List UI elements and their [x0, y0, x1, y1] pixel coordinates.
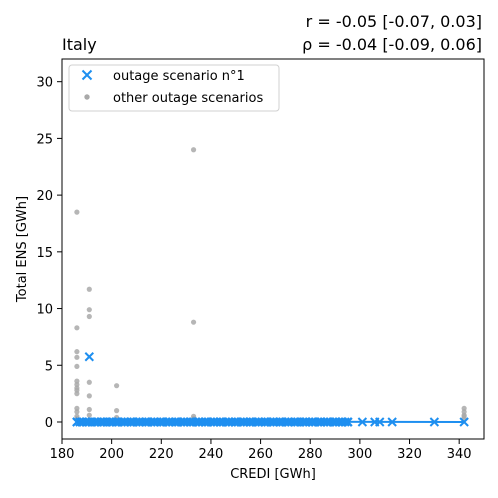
- scatter-point-outage-1: [343, 417, 353, 427]
- plot-marks: [72, 147, 469, 427]
- x-tick-label: 300: [347, 447, 372, 462]
- legend: outage scenario n°1 other outage scenari…: [68, 64, 280, 112]
- scatter-point-other: [74, 391, 80, 397]
- scatter-point-other: [74, 349, 80, 355]
- x-tick-label: 280: [298, 447, 323, 462]
- scatter-point-other: [74, 363, 80, 370]
- scatter-point-other: [86, 379, 92, 385]
- y-tick-label: 0: [45, 416, 53, 431]
- plot-frame: [61, 58, 485, 440]
- y-axis-label: Total ENS [GWh]: [15, 196, 30, 303]
- scatter-point-other: [86, 406, 92, 413]
- x-tick-label: 220: [149, 447, 174, 462]
- scatter-point-other: [74, 409, 80, 415]
- scatter-point-other: [74, 354, 80, 360]
- scatter-point-outage-1: [387, 417, 397, 427]
- correlation-rho: ρ = -0.04 [-0.09, 0.06]: [302, 35, 482, 54]
- y-tick-label: 5: [45, 359, 53, 374]
- correlation-r: r = -0.05 [-0.07, 0.03]: [306, 12, 482, 31]
- scatter-point-other: [86, 313, 92, 320]
- y-axis-ticks: 0 5 10 15 20 25 30: [36, 76, 62, 431]
- x-tick-label: 180: [50, 447, 75, 462]
- scatter-point-outage-1: [84, 352, 95, 362]
- legend-label-other: other outage scenarios: [113, 91, 263, 106]
- x-tick-label: 260: [248, 447, 273, 462]
- scatter-point-outage-1: [429, 417, 440, 427]
- x-tick-label: 240: [199, 447, 224, 462]
- scatter-point-other: [190, 147, 197, 153]
- scatter-point-outage-1: [357, 417, 368, 427]
- y-tick-label: 15: [36, 246, 53, 261]
- x-tick-label: 320: [397, 447, 422, 462]
- scatter-point-outage-1: [459, 417, 469, 427]
- scatter-point-other: [190, 319, 197, 325]
- scatter-point-other: [86, 412, 92, 418]
- scatter-point-other: [86, 286, 92, 292]
- x-tick-label: 340: [447, 447, 472, 462]
- scatter-point-other: [114, 408, 120, 414]
- scatter-point-other: [74, 209, 80, 215]
- legend-label-outage-1: outage scenario n°1: [113, 69, 245, 84]
- scatter-point-other: [114, 383, 120, 389]
- y-tick-label: 25: [36, 132, 53, 147]
- scatter-point-other: [86, 393, 92, 399]
- y-tick-label: 30: [36, 76, 53, 91]
- y-tick-label: 20: [36, 189, 53, 204]
- legend-marker-other: [84, 94, 90, 100]
- scatter-point-outage-1: [340, 417, 350, 427]
- x-axis-ticks: 180 200 220 240 260 280 300 320 340: [50, 439, 472, 462]
- legend-x-icon: [81, 69, 93, 81]
- scatter-point-other: [86, 307, 92, 313]
- legend-box: [68, 64, 280, 112]
- x-axis-label: CREDI [GWh]: [230, 467, 316, 482]
- chart-title: Italy: [62, 35, 97, 54]
- y-tick-label: 10: [36, 303, 53, 318]
- x-tick-label: 200: [99, 447, 124, 462]
- scatter-point-other: [74, 325, 80, 331]
- legend-marker-outage-1: [81, 69, 93, 81]
- scatter-point-outage-1: [375, 417, 385, 427]
